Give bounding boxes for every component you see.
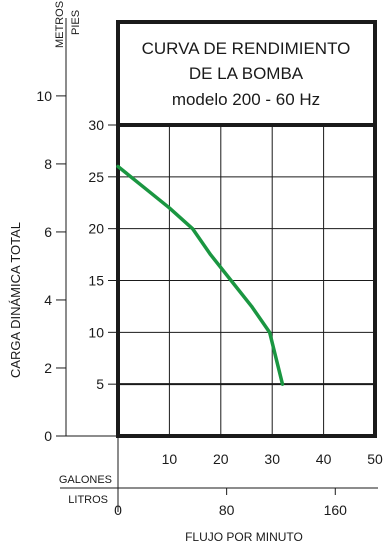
- y-primary-tick-label: 30: [88, 117, 104, 133]
- y-secondary-tick-label: 6: [44, 224, 52, 240]
- chart-title-line-2: DE LA BOMBA: [189, 64, 304, 83]
- x-primary-tick-label: 30: [264, 451, 280, 467]
- y-secondary-tick-label: 2: [44, 360, 52, 376]
- x-secondary-tick-label: 160: [324, 502, 348, 518]
- x-primary-unit-label: GALONES: [59, 474, 112, 486]
- x-primary-tick-label: 40: [316, 451, 332, 467]
- chart-title-line-1: CURVA DE RENDIMIENTO: [142, 39, 351, 58]
- performance-series: [116, 164, 285, 386]
- tick-labels: 5 10 15 20 25 30 0 2 4 6 8 10 10 20 30 40 50 0 80 160: [36, 88, 383, 518]
- y-secondary-tick-label: 8: [44, 156, 52, 172]
- y-primary-tick-label: 10: [88, 324, 104, 340]
- title-box: [116, 20, 377, 127]
- x-primary-tick-label: 50: [367, 451, 383, 467]
- x-secondary-unit-label: LITROS: [68, 494, 108, 506]
- y-primary-tick-label: 20: [88, 221, 104, 237]
- chart-title-line-3: modelo 200 - 60 Hz: [172, 90, 320, 109]
- y-axis-label: CARGA DINÁMICA TOTAL: [8, 222, 23, 378]
- x-secondary-tick-label: 0: [114, 502, 122, 518]
- x-axis-label: FLUJO POR MINUTO: [185, 530, 303, 544]
- y-primary-tick-label: 25: [88, 169, 104, 185]
- y-secondary-tick-label: 0: [44, 428, 52, 444]
- y-primary-tick-label: 15: [88, 273, 104, 289]
- x-secondary-tick-label: 80: [219, 502, 235, 518]
- x-primary-tick-label: 20: [213, 451, 229, 467]
- y-secondary-unit-label: METROS: [54, 1, 66, 48]
- performance-curve: [116, 164, 285, 386]
- axes: [56, 18, 378, 512]
- y-secondary-tick-label: 4: [44, 292, 52, 308]
- y-primary-unit-label: PIES: [70, 10, 82, 35]
- y-primary-tick-label: 5: [96, 376, 104, 392]
- grid-lines: [118, 125, 375, 436]
- y-secondary-tick-label: 10: [36, 88, 52, 104]
- x-primary-tick-label: 10: [162, 451, 178, 467]
